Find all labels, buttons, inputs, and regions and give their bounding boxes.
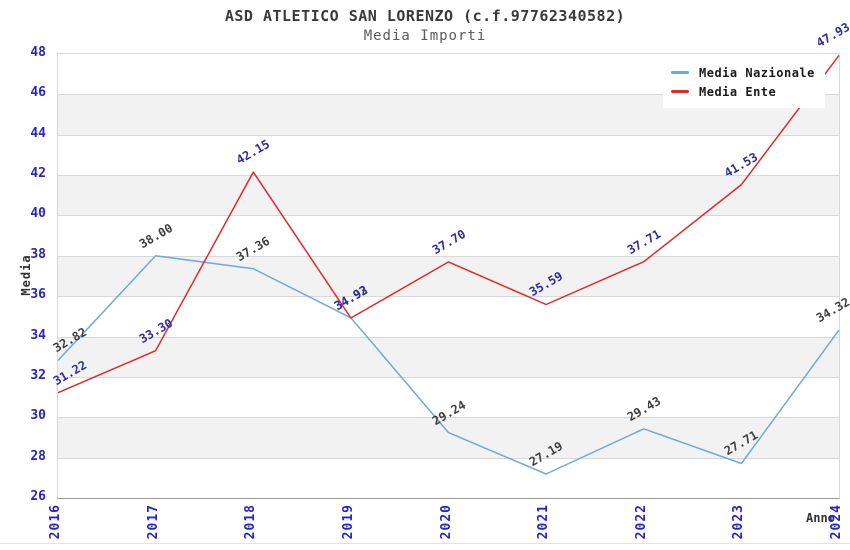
media-ente-line-swatch [671,90,689,93]
bottom-divider [0,543,850,544]
x-tick-label: 2022 [633,504,649,540]
chart-subtitle: Media Importi [363,28,487,44]
gridline [58,457,839,459]
gridline [58,336,839,338]
gridline [58,215,839,217]
legend-label-media-ente: Media Ente [699,84,777,99]
y-tick-label: 38 [30,246,46,262]
x-tick-label: 2018 [243,504,259,540]
y-tick-label: 32 [30,367,46,383]
x-tick-label: 2016 [48,504,63,540]
x-axis-title: Anno [806,511,835,525]
grid-band [58,134,839,176]
x-tick-label: 2023 [731,504,747,540]
grid-band [58,376,839,418]
chart-title: ASD ATLETICO SAN LORENZO (c.f.9776234058… [224,7,626,25]
gridline [58,134,839,136]
gridline [58,376,839,378]
x-tick-label: 2020 [438,504,454,540]
legend-label-media-nazionale: Media Nazionale [699,65,815,80]
legend: Media Nazionale Media Ente [663,58,825,108]
media-nazionale-line [57,255,840,475]
x-tick-label: 2019 [340,504,356,540]
y-tick-label: 28 [30,448,46,464]
y-tick-label: 30 [30,408,46,424]
legend-item-media-nazionale: Media Nazionale [671,63,815,82]
grid-band [58,175,839,216]
gridline [58,255,839,257]
plot-area: 32.82 38.00 37.36 34.93 29.24 27.19 29.43 27.71… [51,20,850,499]
gridline [58,417,839,419]
x-tick-label: 2021 [536,504,552,540]
grid-band [58,336,839,377]
y-tick-label: 46 [30,85,46,101]
y-tick-label: 40 [30,206,46,222]
gridline [58,175,839,177]
media-nazionale-line-swatch [671,71,689,74]
x-tick-label: 2024 [829,504,844,540]
legend-item-media-ente: Media Ente [671,82,815,101]
y-tick-label: 36 [30,287,46,303]
grid-band [58,417,839,458]
y-tick-label: 26 [30,489,46,504]
y-tick-label: 42 [30,166,46,182]
media-ente-line [57,54,840,394]
series-lines [57,54,840,475]
x-tick-label: 2017 [145,504,161,540]
gridline [58,296,839,298]
y-tick-label: 44 [30,125,46,141]
grid-band [58,296,839,337]
y-tick-label: 34 [30,327,46,343]
gridline [58,94,839,96]
y-tick-label: 48 [30,45,46,60]
grid-band [58,457,839,498]
grid-band [58,215,839,256]
